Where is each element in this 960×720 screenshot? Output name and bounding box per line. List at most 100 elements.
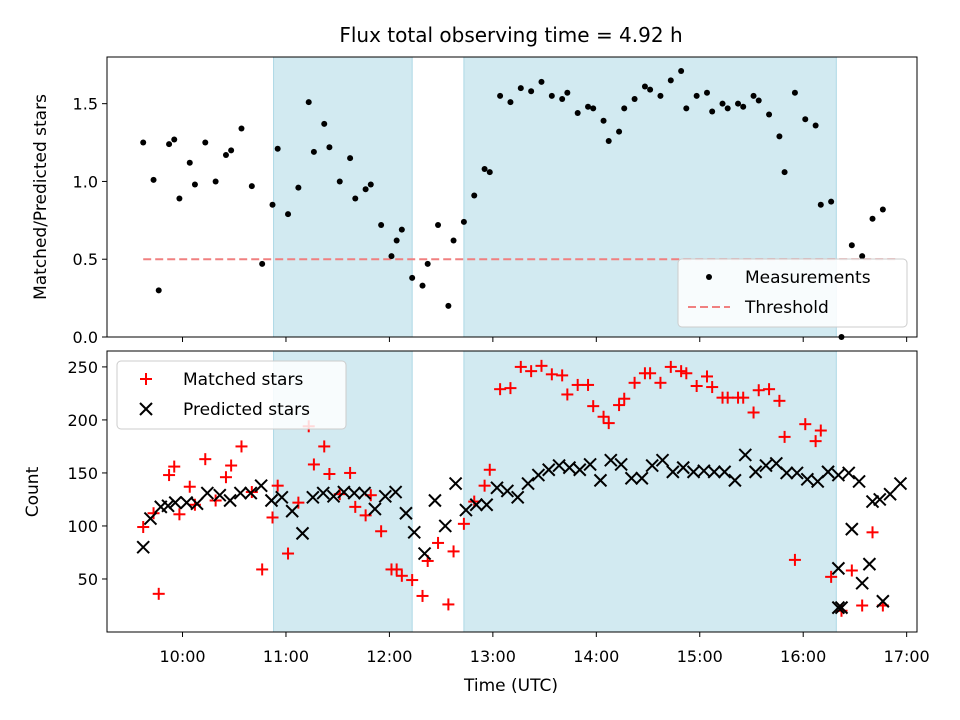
predicted-star-point — [852, 474, 866, 489]
predicted-star-point — [136, 540, 150, 554]
legend-matched-label: Matched stars — [183, 370, 303, 390]
measurement-point — [507, 99, 514, 106]
measurement-point — [517, 85, 524, 92]
predicted-star-point — [842, 466, 856, 480]
measurement-point — [326, 144, 333, 151]
predicted-star-point — [862, 557, 877, 571]
predicted-star-point — [190, 496, 204, 511]
matched-star-point — [183, 480, 196, 493]
predicted-star-point — [295, 526, 310, 541]
predicted-star-point — [831, 561, 846, 576]
predicted-star-point — [306, 490, 320, 505]
matched-star-point — [318, 440, 331, 453]
measurement-point — [310, 148, 317, 155]
measurement-point — [719, 100, 726, 107]
bottom-shaded-interval — [463, 350, 837, 633]
xtick-label: 16:00 — [780, 647, 826, 666]
predicted-star-point — [168, 495, 182, 510]
measurement-point — [590, 105, 597, 112]
predicted-star-point — [893, 476, 908, 491]
measurement-point — [171, 136, 178, 143]
predicted-star-point — [883, 487, 897, 501]
predicted-star-point — [834, 600, 849, 615]
matched-star-point — [721, 391, 734, 404]
matched-star-point — [168, 460, 181, 473]
matched-star-point — [494, 383, 507, 396]
measurement-point — [585, 103, 592, 110]
matched-star-point — [866, 526, 879, 539]
predicted-star-point — [479, 498, 494, 512]
predicted-star-point — [748, 465, 763, 479]
measurement-point — [150, 176, 157, 183]
predicted-star-point — [399, 506, 413, 520]
measurement-point — [528, 88, 535, 95]
top-ylabel: Matched/Predicted stars — [31, 94, 51, 300]
predicted-star-point — [316, 486, 330, 500]
matched-star-point — [173, 508, 186, 521]
predicted-star-point — [254, 478, 268, 493]
predicted-star-point — [357, 486, 372, 500]
x-axis-label: Time (UTC) — [463, 676, 558, 696]
predicted-star-point — [821, 465, 835, 479]
measurement-point — [559, 96, 566, 102]
matched-star-point — [432, 536, 445, 549]
matched-star-point — [292, 496, 305, 509]
top-ytick-label: 1.0 — [73, 172, 98, 191]
predicted-star-point — [347, 486, 361, 500]
matched-star-point — [690, 379, 703, 392]
bottom-legend: Matched stars Predicted stars — [116, 360, 347, 430]
measurement-point — [248, 183, 255, 190]
predicted-star-point — [562, 460, 577, 475]
predicted-star-point — [645, 458, 659, 473]
measurement-point — [166, 141, 173, 148]
xtick-label: 15:00 — [677, 647, 723, 666]
matched-star-point — [323, 468, 336, 481]
predicted-star-point — [624, 471, 639, 485]
matched-star-point — [457, 517, 470, 530]
matched-star-point — [763, 383, 776, 396]
measurement-point — [409, 274, 416, 281]
matched-star-point — [587, 400, 600, 413]
predicted-star-point — [213, 488, 227, 502]
bottom-ylabel: Count — [23, 466, 43, 517]
measurement-point — [647, 86, 654, 93]
measurement-point — [471, 192, 478, 199]
measurement-point — [238, 125, 245, 132]
predicted-star-point — [490, 481, 504, 495]
measurement-point — [704, 89, 710, 96]
measurement-point — [352, 195, 359, 202]
predicted-star-point — [552, 458, 566, 473]
measurement-point — [285, 211, 292, 218]
measurement-point — [667, 77, 674, 84]
matched-star-point — [602, 417, 615, 430]
matched-star-point — [597, 410, 610, 423]
predicted-star-point — [521, 476, 535, 491]
matched-star-point — [375, 525, 388, 538]
bottom-ytick-label: 250 — [67, 358, 98, 377]
xtick-label: 10:00 — [159, 647, 205, 666]
matched-star-point — [654, 376, 667, 389]
measurement-point — [709, 108, 716, 115]
measurement-point — [621, 105, 628, 112]
bottom-panel-frame — [106, 350, 918, 633]
matched-star-point — [447, 545, 460, 558]
measurement-point — [202, 139, 209, 146]
measurement-point — [616, 128, 623, 135]
measurement-point — [574, 110, 581, 116]
predicted-star-point — [264, 493, 279, 508]
predicted-star-point — [233, 486, 248, 500]
legend-predicted-marker — [139, 402, 153, 416]
measurement-point — [186, 159, 193, 166]
matched-star-point — [199, 453, 212, 466]
matched-star-point — [344, 466, 357, 479]
legend-measurements-label: Measurements — [745, 268, 871, 288]
measurement-point — [460, 218, 467, 225]
legend-threshold-label: Threshold — [744, 298, 829, 318]
predicted-star-point — [800, 472, 815, 487]
measurement-point — [750, 92, 757, 99]
matched-star-point — [737, 391, 750, 404]
top-shaded-interval — [273, 56, 413, 338]
matched-star-point — [582, 378, 595, 391]
predicted-star-point — [845, 522, 859, 536]
